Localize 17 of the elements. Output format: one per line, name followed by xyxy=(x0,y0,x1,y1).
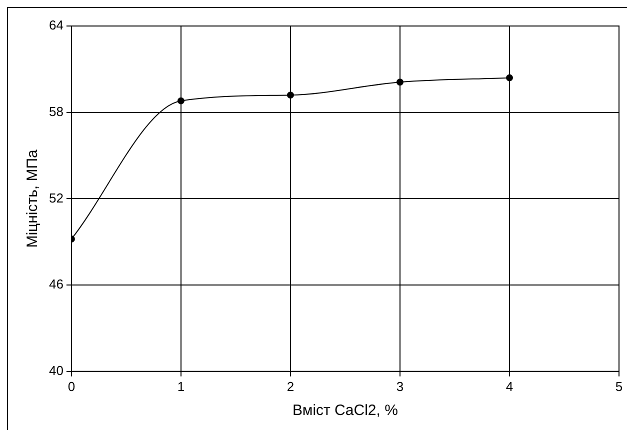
x-tick-label: 1 xyxy=(177,378,185,394)
y-tick-label: 52 xyxy=(48,190,64,206)
point xyxy=(177,97,184,104)
x-tick-label: 0 xyxy=(68,378,76,394)
y-tick-label: 46 xyxy=(48,276,64,292)
x-tick-label: 3 xyxy=(396,378,404,394)
y-axis-title: Міцність, МПа xyxy=(24,148,42,248)
y-tick-label: 40 xyxy=(48,362,64,378)
point xyxy=(286,92,294,99)
point xyxy=(396,78,404,86)
x-tick-label: 2 xyxy=(286,378,294,394)
y-tick-label: 58 xyxy=(48,104,64,119)
x-tick-label: 4 xyxy=(506,378,514,394)
point xyxy=(506,74,513,82)
x-tick-label: 5 xyxy=(615,378,623,394)
x-axis-title: Вміст CaCl2, % xyxy=(292,402,398,420)
y-tick-label: 64 xyxy=(48,18,64,33)
